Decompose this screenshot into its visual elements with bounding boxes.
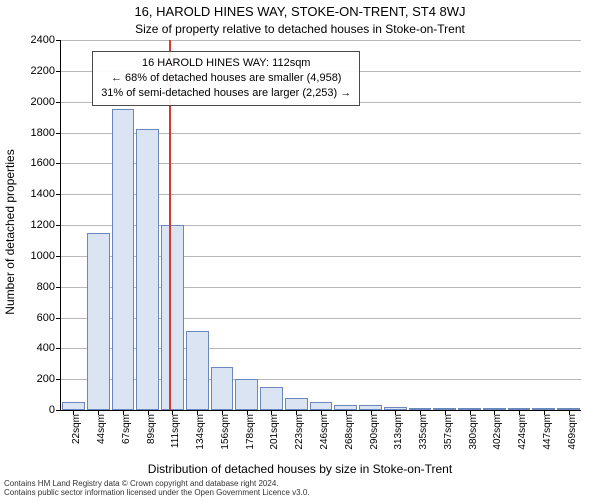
annotation-line: 16 HAROLD HINES WAY: 112sqm: [101, 56, 351, 71]
x-tick-label: 89sqm: [146, 414, 157, 444]
histogram-bar: [186, 331, 209, 410]
attribution: Contains HM Land Registry data © Crown c…: [4, 480, 310, 498]
x-tick-label: 447sqm: [542, 414, 553, 450]
histogram-bar: [285, 398, 308, 410]
y-tick-mark: [56, 287, 61, 288]
x-tick-label: 134sqm: [195, 414, 206, 450]
y-tick-label: 1200: [31, 219, 55, 231]
histogram-bar: [87, 233, 110, 410]
y-tick-mark: [56, 102, 61, 103]
chart-supertitle: 16, HAROLD HINES WAY, STOKE-ON-TRENT, ST…: [0, 4, 600, 19]
y-tick-mark: [56, 348, 61, 349]
x-tick-label: 223sqm: [294, 414, 305, 450]
y-tick-mark: [56, 318, 61, 319]
y-tick-label: 1600: [31, 157, 55, 169]
x-tick-label: 156sqm: [220, 414, 231, 450]
y-tick-mark: [56, 256, 61, 257]
x-tick-label: 469sqm: [567, 414, 578, 450]
x-tick-label: 357sqm: [443, 414, 454, 450]
y-tick-mark: [56, 71, 61, 72]
x-tick-label: 44sqm: [96, 414, 107, 444]
x-tick-label: 402sqm: [492, 414, 503, 450]
gridline: [61, 40, 581, 41]
y-tick-mark: [56, 40, 61, 41]
y-tick-label: 1400: [31, 188, 55, 200]
histogram-bar: [112, 109, 135, 410]
x-tick-label: 424sqm: [517, 414, 528, 450]
x-tick-label: 335sqm: [418, 414, 429, 450]
annotation-line: 31% of semi-detached houses are larger (…: [101, 86, 351, 101]
histogram-bar: [136, 129, 159, 410]
histogram-bar: [310, 402, 333, 410]
y-tick-label: 0: [49, 404, 55, 416]
y-tick-mark: [56, 379, 61, 380]
x-tick-label: 201sqm: [269, 414, 280, 450]
y-tick-mark: [56, 225, 61, 226]
y-tick-label: 800: [37, 281, 55, 293]
histogram-bar: [211, 367, 234, 410]
x-tick-label: 111sqm: [170, 414, 181, 448]
y-axis-label: Number of detached properties: [3, 149, 17, 314]
annotation-box: 16 HAROLD HINES WAY: 112sqm← 68% of deta…: [92, 51, 360, 106]
histogram-bar: [62, 402, 85, 410]
y-tick-mark: [56, 133, 61, 134]
histogram-bar: [235, 379, 258, 410]
y-tick-mark: [56, 163, 61, 164]
x-tick-label: 246sqm: [319, 414, 330, 450]
chart-subtitle: Size of property relative to detached ho…: [0, 22, 600, 36]
x-tick-label: 67sqm: [121, 414, 132, 444]
y-tick-label: 2000: [31, 96, 55, 108]
attribution-line: Contains public sector information licen…: [4, 489, 310, 498]
y-tick-label: 2400: [31, 34, 55, 46]
histogram-bar: [161, 225, 184, 410]
x-axis-label: Distribution of detached houses by size …: [0, 462, 600, 476]
annotation-line: ← 68% of detached houses are smaller (4,…: [101, 71, 351, 86]
x-tick-label: 290sqm: [369, 414, 380, 450]
histogram-bar: [260, 387, 283, 410]
x-tick-label: 268sqm: [344, 414, 355, 450]
y-tick-label: 2200: [31, 65, 55, 77]
plot-area: 0200400600800100012001400160018002000220…: [60, 40, 581, 411]
y-tick-label: 200: [37, 373, 55, 385]
x-tick-label: 313sqm: [393, 414, 404, 450]
y-tick-label: 1800: [31, 127, 55, 139]
x-tick-label: 178sqm: [245, 414, 256, 450]
y-tick-label: 600: [37, 312, 55, 324]
y-tick-mark: [56, 410, 61, 411]
x-tick-label: 22sqm: [71, 414, 82, 444]
y-tick-mark: [56, 194, 61, 195]
y-tick-label: 1000: [31, 250, 55, 262]
x-tick-label: 380sqm: [468, 414, 479, 450]
y-tick-label: 400: [37, 342, 55, 354]
